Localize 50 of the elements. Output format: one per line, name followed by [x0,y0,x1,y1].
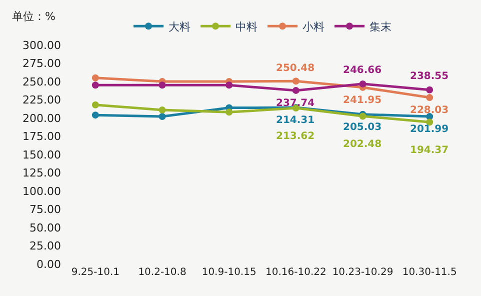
point [359,80,366,88]
data-label: 237.74 [276,98,315,109]
legend-label: 中料 [236,20,258,34]
y-tick-label: 200.00 [22,112,61,125]
y-tick-label: 75.00 [30,203,61,216]
point [158,106,166,114]
point [92,74,99,82]
data-label: 205.03 [343,122,382,133]
point [426,94,434,102]
text: 单位：% [12,10,56,23]
data-label: 250.48 [276,63,315,74]
point [292,86,300,94]
y-tick-label: 225.00 [22,94,61,107]
x-tick-label: 9.25-10.1 [71,267,120,278]
data-label: 246.66 [343,65,382,76]
data-label: 228.03 [410,105,449,116]
data-label: 202.48 [343,139,382,150]
data-label: 213.62 [276,131,315,142]
y-tick-label: 300.00 [22,38,61,52]
point [426,86,434,94]
point [92,101,99,108]
data-label: 201.99 [410,124,449,135]
x-tick-label: 10.30-11.5 [402,267,457,278]
y-tick-label: 100.00 [22,184,61,198]
y-tick-label: 150.00 [22,148,61,162]
y-tick-label: 175.00 [22,130,61,144]
point [158,82,166,89]
data-label: 214.31 [276,115,315,126]
x-tick-label: 10.9-10.15 [202,267,256,278]
legend-label: 小料 [302,20,324,34]
y-tick-label: 275.00 [22,57,61,70]
point [226,82,233,89]
x-tick-label: 10.23-10.29 [332,267,394,278]
data-label: 241.95 [343,95,382,106]
legend-label: 集末 [370,20,392,34]
y-tick-label: 250.00 [22,75,61,88]
data-label: 194.37 [410,145,449,156]
y-tick-label: 25.00 [30,240,61,253]
legend-label: 大料 [168,20,190,34]
x-tick-label: 10.2-10.8 [138,267,186,278]
y-tick-label: 50.00 [30,221,61,234]
point [292,78,300,85]
point [92,112,99,119]
point [158,113,166,120]
y-tick-label: 0.00 [36,258,61,271]
x-tick-label: 10.16-10.22 [265,267,326,278]
point [92,82,99,89]
point [226,108,233,116]
y-tick-label: 125.00 [22,166,61,180]
data-label: 238.55 [410,71,449,82]
